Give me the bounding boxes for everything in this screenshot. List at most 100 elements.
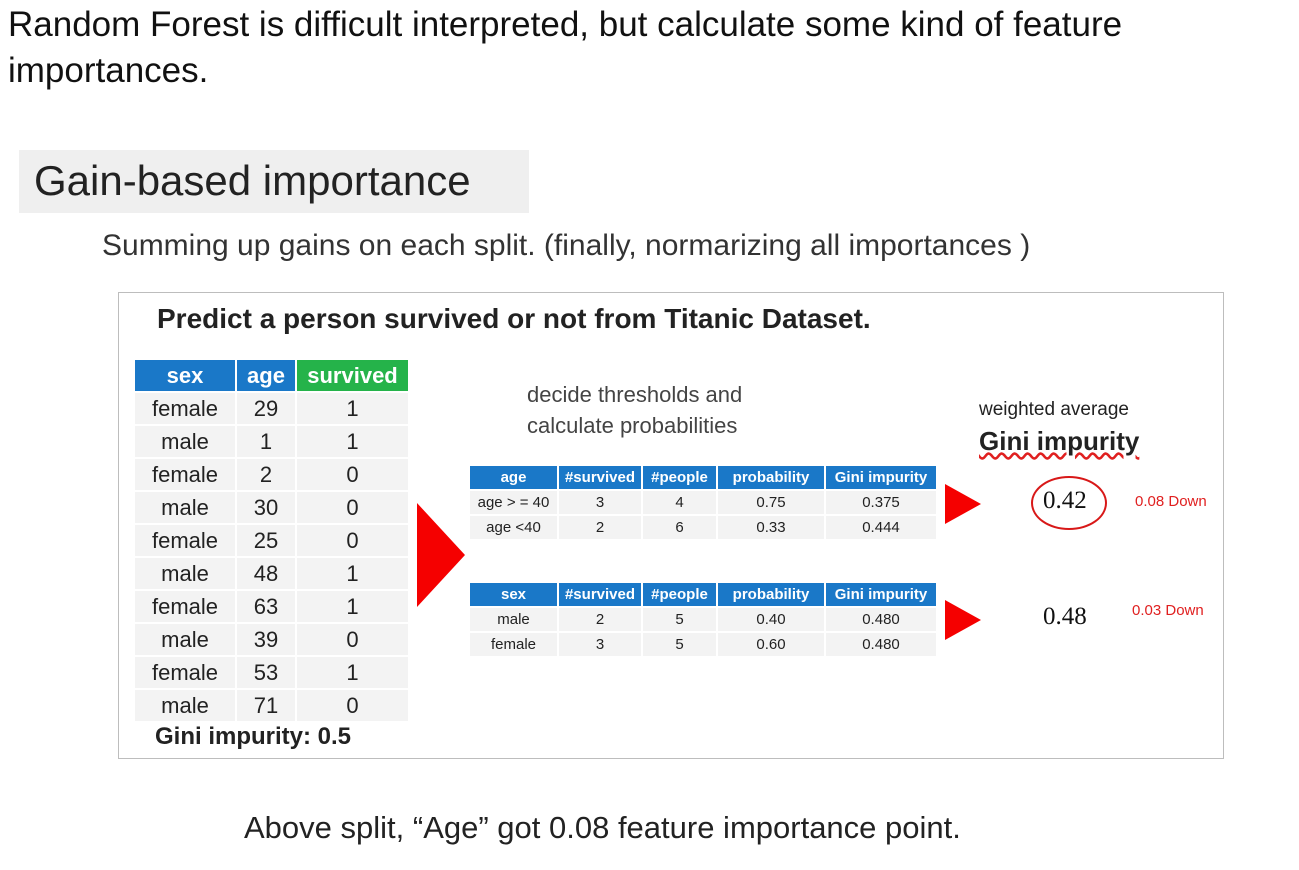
cell-survived: 1 (297, 558, 410, 591)
gini-total-label: Gini impurity: 0.5 (155, 723, 352, 750)
cell-sex: female (135, 459, 237, 492)
split-cell: 4 (643, 491, 718, 516)
conclusion-text: Above split, “Age” got 0.08 feature impo… (244, 810, 961, 845)
dataset-header-sex: sex (135, 360, 237, 393)
split-cell: age > = 40 (470, 491, 559, 516)
table-row: female 53 1 (135, 657, 410, 690)
table-row: female 25 0 (135, 525, 410, 558)
split-cell: 0.444 (826, 516, 938, 541)
sex-split-header: sex (470, 583, 559, 608)
cell-age: 1 (237, 426, 297, 459)
cell-age: 2 (237, 459, 297, 492)
cell-age: 63 (237, 591, 297, 624)
sex-weighted-gini: 0.48 (1043, 603, 1087, 630)
table-row: age <40 2 6 0.33 0.444 (470, 516, 938, 541)
sex-split-header: probability (718, 583, 826, 608)
cell-age: 25 (237, 525, 297, 558)
split-cell: 5 (643, 608, 718, 633)
table-row: female 3 5 0.60 0.480 (470, 633, 938, 658)
table-row: female 2 0 (135, 459, 410, 492)
table-row: age > = 40 3 4 0.75 0.375 (470, 491, 938, 516)
split-cell: 0.480 (826, 633, 938, 658)
age-split-table: age #survived #people probability Gini i… (470, 466, 938, 541)
cell-survived: 1 (297, 393, 410, 426)
cell-sex: female (135, 657, 237, 690)
split-cell: 0.40 (718, 608, 826, 633)
cell-age: 30 (237, 492, 297, 525)
cell-sex: female (135, 591, 237, 624)
dataset-header-age: age (237, 360, 297, 393)
age-gain-label: 0.08 Down (1135, 493, 1207, 510)
age-split-header: age (470, 466, 559, 491)
table-row: male 1 1 (135, 426, 410, 459)
split-cell: 0.375 (826, 491, 938, 516)
right-arrow-icon (945, 600, 981, 640)
decide-line-1: decide thresholds and (527, 382, 743, 407)
split-cell: 0.480 (826, 608, 938, 633)
section-header: Gain-based importance (19, 150, 529, 213)
cell-sex: male (135, 558, 237, 591)
decide-line-2: calculate probabilities (527, 413, 738, 438)
age-split-header: #people (643, 466, 718, 491)
sex-gain-label: 0.03 Down (1132, 602, 1204, 619)
decide-text: decide thresholds and calculate probabil… (527, 379, 742, 441)
split-cell: 6 (643, 516, 718, 541)
section-title: Gain-based importance (34, 157, 471, 204)
summary-text: Summing up gains on each split. (finally… (102, 229, 1031, 262)
table-row: female 29 1 (135, 393, 410, 426)
cell-age: 71 (237, 690, 297, 723)
cell-sex: female (135, 393, 237, 426)
cell-survived: 1 (297, 657, 410, 690)
cell-survived: 0 (297, 525, 410, 558)
cell-sex: male (135, 690, 237, 723)
sex-split-table: sex #survived #people probability Gini i… (470, 583, 938, 658)
age-split-header: probability (718, 466, 826, 491)
split-cell: 2 (559, 516, 643, 541)
table-row: male 30 0 (135, 492, 410, 525)
split-cell: 2 (559, 608, 643, 633)
right-arrow-icon (417, 503, 465, 607)
gini-impurity-heading-text: Gini impurity (979, 426, 1140, 456)
table-row: female 63 1 (135, 591, 410, 624)
table-row: male 48 1 (135, 558, 410, 591)
right-arrow-icon (945, 484, 981, 524)
dataset-header-row: sex age survived (135, 360, 410, 393)
age-split-header: Gini impurity (826, 466, 938, 491)
gini-impurity-heading: Gini impurity (979, 425, 1139, 457)
split-cell: 3 (559, 491, 643, 516)
cell-age: 29 (237, 393, 297, 426)
sex-split-header-row: sex #survived #people probability Gini i… (470, 583, 938, 608)
panel-title: Predict a person survived or not from Ti… (157, 303, 871, 334)
cell-sex: male (135, 624, 237, 657)
example-panel: Predict a person survived or not from Ti… (118, 292, 1224, 759)
cell-survived: 0 (297, 492, 410, 525)
split-cell: age <40 (470, 516, 559, 541)
cell-survived: 0 (297, 459, 410, 492)
cell-survived: 1 (297, 591, 410, 624)
dataset-table: sex age survived female 29 1 male 1 1 female… (135, 360, 410, 723)
cell-age: 39 (237, 624, 297, 657)
split-cell: female (470, 633, 559, 658)
highlight-circle (1031, 476, 1107, 530)
cell-age: 53 (237, 657, 297, 690)
cell-survived: 1 (297, 426, 410, 459)
sex-split-header: #people (643, 583, 718, 608)
split-cell: male (470, 608, 559, 633)
split-cell: 0.75 (718, 491, 826, 516)
split-cell: 0.33 (718, 516, 826, 541)
age-split-header-row: age #survived #people probability Gini i… (470, 466, 938, 491)
dataset-header-survived: survived (297, 360, 410, 393)
table-row: male 2 5 0.40 0.480 (470, 608, 938, 633)
age-weighted-gini: 0.42 (1043, 487, 1087, 514)
cell-sex: male (135, 426, 237, 459)
sex-split-header: #survived (559, 583, 643, 608)
cell-survived: 0 (297, 624, 410, 657)
intro-text: Random Forest is difficult interpreted, … (8, 5, 1123, 90)
table-row: male 71 0 (135, 690, 410, 723)
split-cell: 0.60 (718, 633, 826, 658)
age-split-header: #survived (559, 466, 643, 491)
weighted-average-label: weighted average (979, 399, 1129, 420)
cell-sex: male (135, 492, 237, 525)
split-cell: 3 (559, 633, 643, 658)
cell-sex: female (135, 525, 237, 558)
